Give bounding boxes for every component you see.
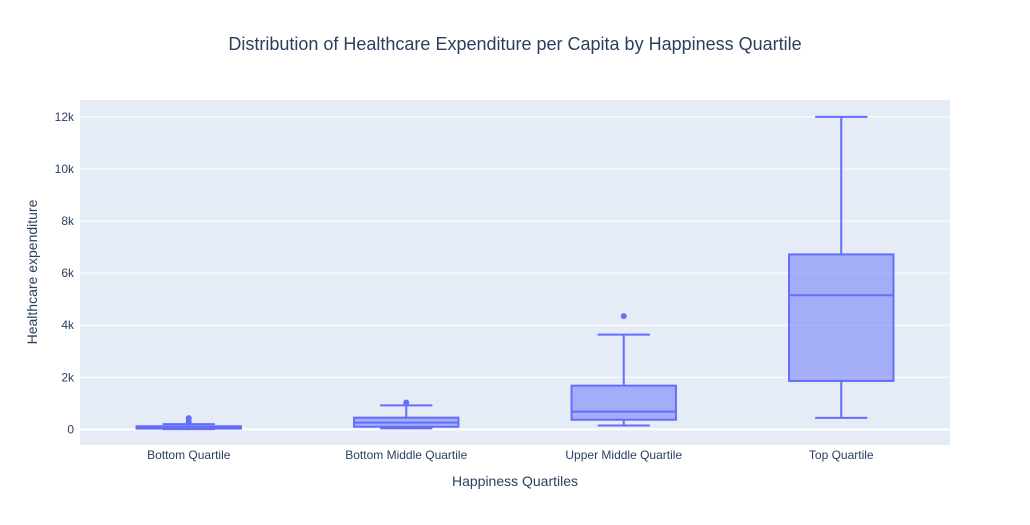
box-trace — [570, 313, 677, 427]
y-tick-label: 10k — [55, 162, 75, 176]
x-axis-ticks: Bottom Quartile Bottom Middle Quartile Upp… — [147, 448, 874, 462]
x-tick-label: Bottom Middle Quartile — [345, 448, 467, 462]
x-tick-label: Upper Middle Quartile — [565, 448, 682, 462]
box-trace — [353, 399, 460, 430]
y-axis-title: Healthcare expenditure — [24, 199, 40, 344]
y-tick-label: 4k — [61, 318, 75, 332]
box-trace — [788, 115, 895, 419]
y-axis-ticks: 0 2k 4k 6k 8k 10k 12k — [55, 110, 75, 436]
iqr-box — [570, 384, 677, 421]
chart-title: Distribution of Healthcare Expenditure p… — [228, 34, 801, 54]
x-tick-label: Bottom Quartile — [147, 448, 231, 462]
y-tick-label: 2k — [61, 370, 75, 384]
outlier-point — [620, 313, 627, 320]
box-series — [135, 115, 895, 431]
x-tick-label: Top Quartile — [809, 448, 874, 462]
outlier-point — [403, 399, 410, 406]
y-tick-label: 6k — [61, 266, 75, 280]
box-trace — [135, 415, 242, 431]
y-tick-label: 0 — [67, 422, 74, 436]
iqr-box — [788, 253, 895, 382]
y-tick-label: 12k — [55, 110, 75, 124]
x-axis-title: Happiness Quartiles — [452, 473, 578, 489]
y-tick-label: 8k — [61, 214, 75, 228]
outlier-point — [185, 415, 192, 422]
